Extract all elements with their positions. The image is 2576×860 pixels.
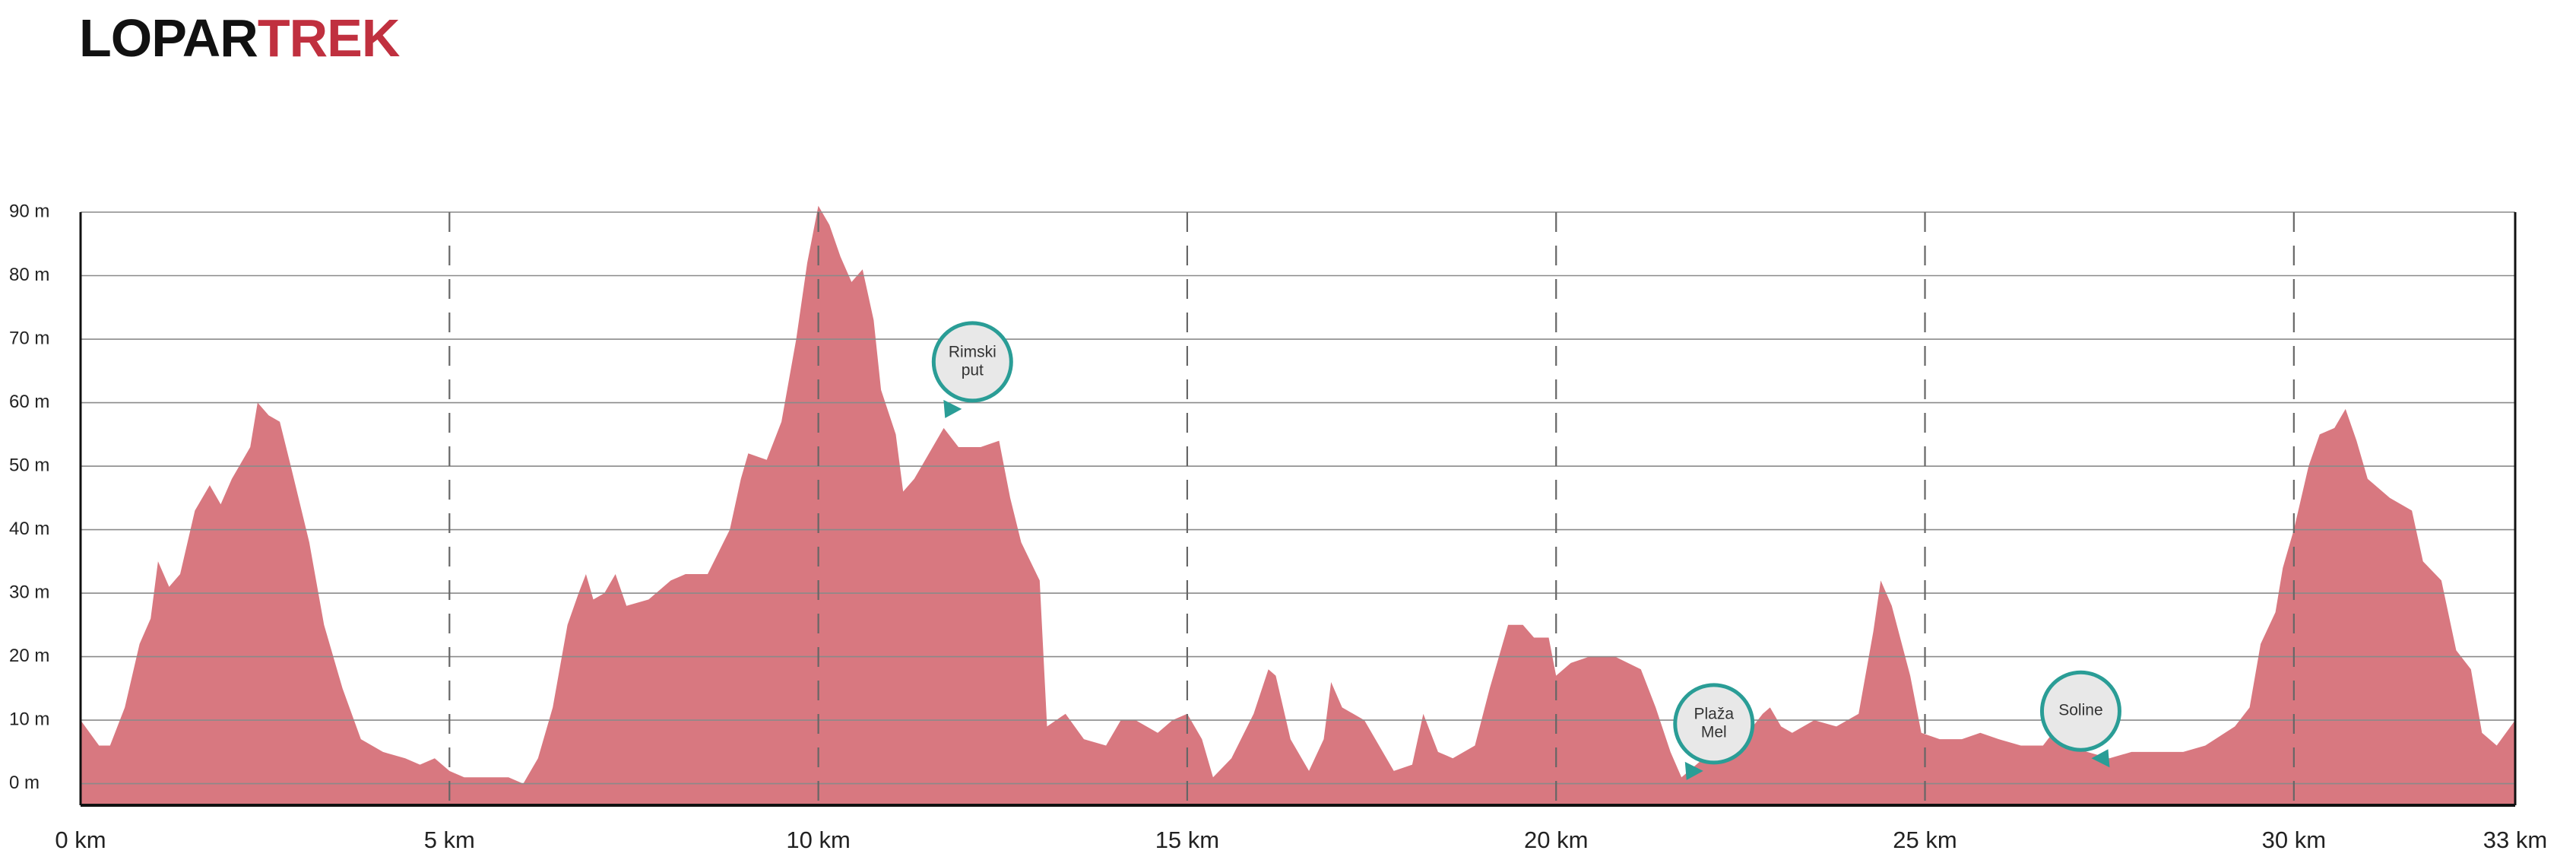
annotation-pointer xyxy=(1684,761,1703,780)
x-tick-label: 33 km xyxy=(2483,827,2547,853)
y-tick-label: 70 m xyxy=(9,328,49,348)
y-tick-label: 20 m xyxy=(9,646,49,666)
y-tick-label: 90 m xyxy=(9,201,49,221)
annotation-label: Mel xyxy=(1701,723,1727,741)
y-tick-label: 30 m xyxy=(9,582,49,602)
y-tick-label: 50 m xyxy=(9,455,49,475)
y-tick-label: 40 m xyxy=(9,519,49,539)
x-tick-label: 10 km xyxy=(786,827,850,853)
x-tick-label: 5 km xyxy=(424,827,475,853)
y-tick-label: 10 m xyxy=(9,709,49,729)
x-tick-label: 20 km xyxy=(1524,827,1588,853)
x-tick-label: 25 km xyxy=(1893,827,1957,853)
x-tick-label: 30 km xyxy=(2262,827,2326,853)
annotation-label: Soline xyxy=(2058,702,2102,719)
elevation-area xyxy=(81,205,2515,806)
x-tick-label: 15 km xyxy=(1155,827,1219,853)
title-part: LOPAR xyxy=(79,8,258,68)
title-part: TREK xyxy=(258,8,400,68)
annotation-label: Rimski xyxy=(949,343,996,360)
chart-title: LOPARTREK xyxy=(79,8,400,68)
annotation-bubble xyxy=(1673,683,1755,765)
annotation-label: Plaža xyxy=(1694,705,1735,722)
annotation-pointer xyxy=(2091,749,2110,768)
annotation-pointer xyxy=(943,399,962,418)
y-tick-label: 80 m xyxy=(9,265,49,285)
x-tick-label: 0 km xyxy=(55,827,106,853)
annotation-bubble xyxy=(2039,670,2121,752)
annotation-bubble xyxy=(931,321,1013,403)
annotation-label: put xyxy=(962,361,984,379)
y-tick-label: 60 m xyxy=(9,392,49,412)
y-tick-label: 0 m xyxy=(9,773,40,793)
